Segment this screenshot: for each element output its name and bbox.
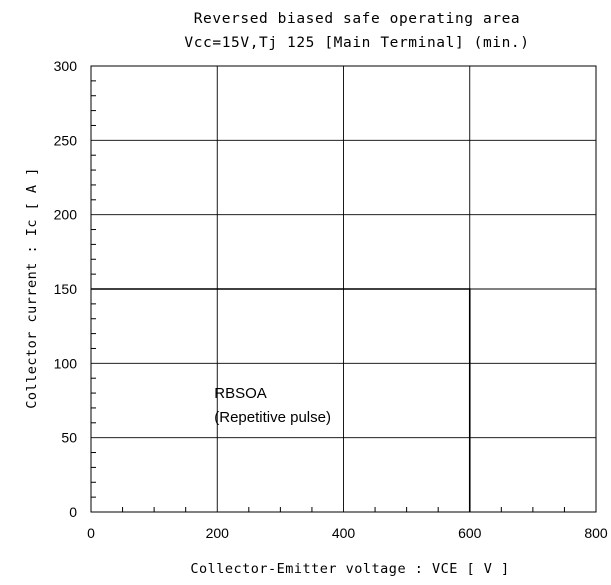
y-tick-label: 200: [54, 207, 78, 223]
minor-tick-layer: [91, 80, 565, 512]
y-tick-label: 150: [54, 281, 78, 297]
x-tick-label: 800: [584, 525, 608, 541]
x-tick-label: 0: [87, 525, 95, 541]
chart-title: Reversed biased safe operating area: [194, 11, 521, 27]
x-axis-title: Collector-Emitter voltage : VCE [ V ]: [190, 561, 509, 577]
plot-frame: [90, 65, 597, 513]
annotation-label-rbsoa: RBSOA: [214, 385, 267, 402]
x-tick-label: 600: [458, 525, 482, 541]
annotation-label-pulse: (Repetitive pulse): [214, 409, 331, 426]
y-tick-label: 300: [54, 58, 78, 74]
y-tick-label: 50: [61, 430, 77, 446]
x-tick-label: 200: [206, 525, 230, 541]
rbsoa-boundary-line: [91, 288, 471, 512]
tick-label-layer: 0 200 400 600 800 0 50 100 150 200 250 300: [54, 58, 608, 541]
x-tick-label: 400: [332, 525, 356, 541]
y-tick-label: 100: [54, 355, 78, 371]
chart-subtitle: Vcc=15V,Tj 125 [Main Terminal] (min.): [184, 35, 529, 51]
y-tick-label: 0: [69, 504, 77, 520]
y-axis-title: Collector current : Ic [ A ]: [24, 167, 40, 409]
y-tick-label: 250: [54, 132, 78, 148]
series-layer: [91, 288, 471, 512]
